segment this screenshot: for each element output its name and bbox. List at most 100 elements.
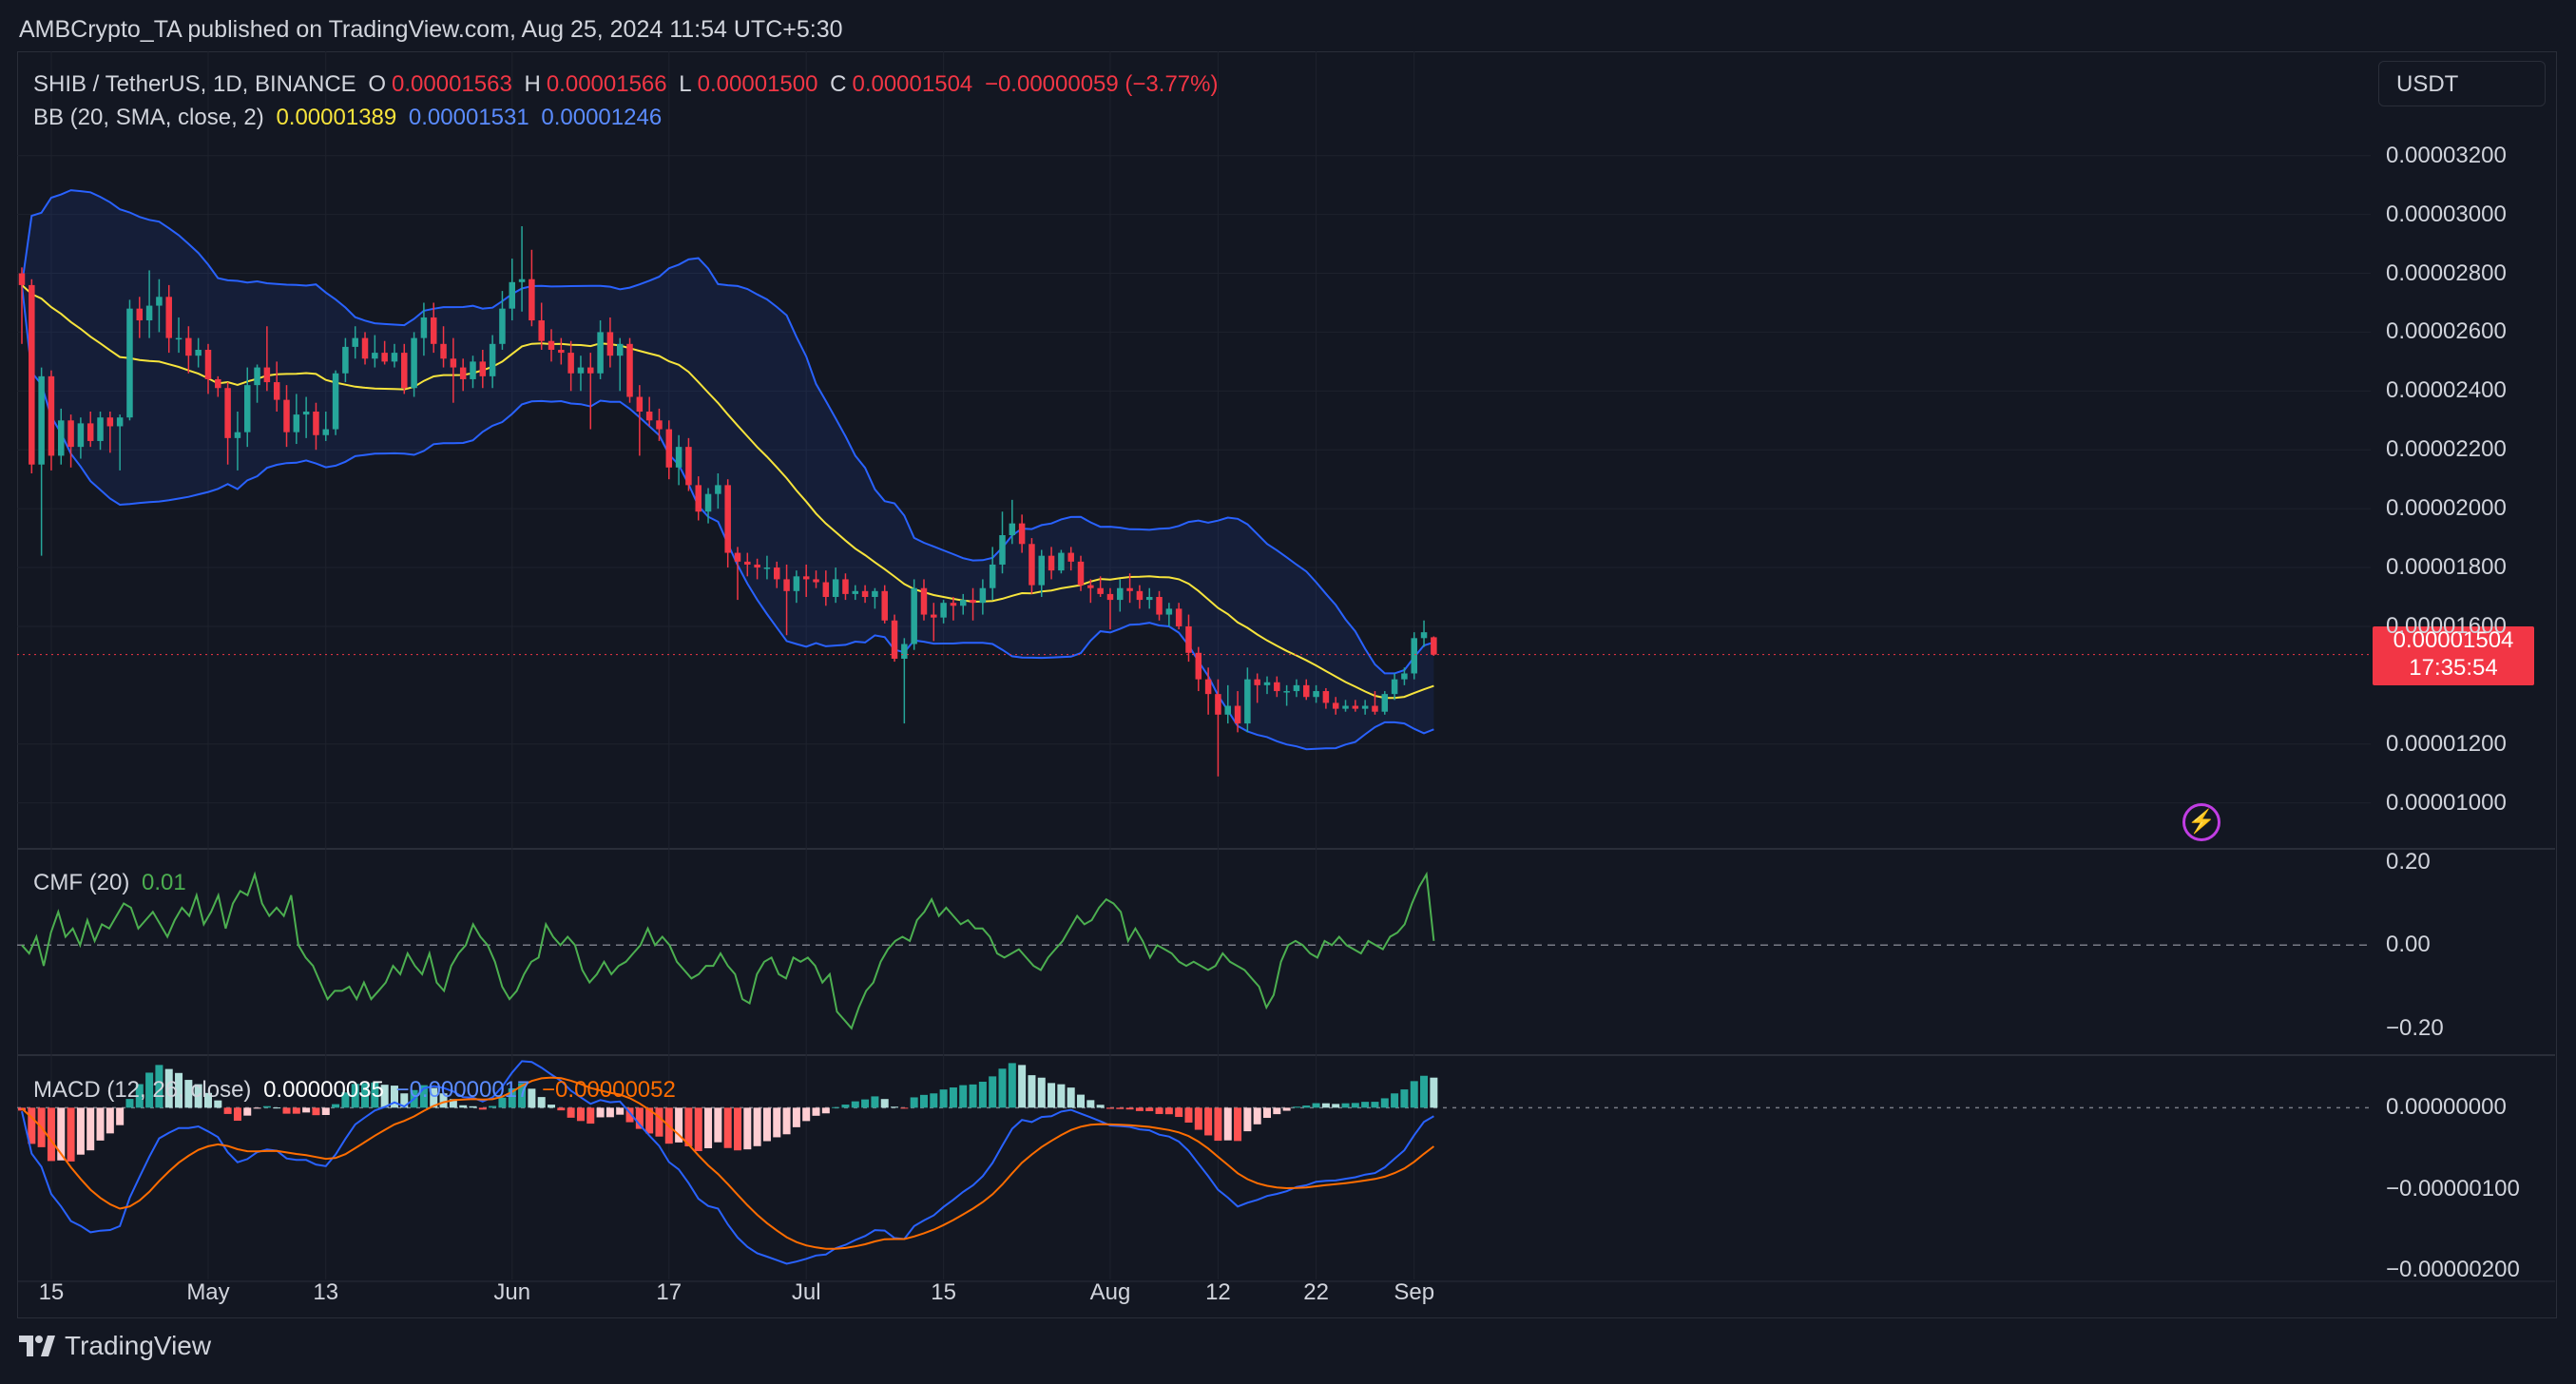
candle[interactable] [577, 356, 585, 392]
candle[interactable] [1038, 549, 1046, 597]
candle[interactable] [156, 279, 163, 333]
candle[interactable] [940, 600, 947, 624]
candle[interactable] [881, 585, 888, 624]
candle[interactable] [283, 385, 290, 448]
candle[interactable] [1048, 547, 1055, 580]
candle[interactable] [263, 326, 271, 392]
candle[interactable] [38, 367, 45, 556]
candle[interactable] [959, 593, 967, 615]
candle[interactable] [1352, 700, 1359, 712]
candle[interactable] [645, 396, 653, 427]
candle[interactable] [1411, 632, 1417, 680]
candle[interactable] [1117, 579, 1124, 612]
candle[interactable] [1234, 691, 1241, 733]
candle[interactable] [1391, 673, 1398, 701]
candle[interactable] [1322, 687, 1330, 709]
candle[interactable] [744, 552, 751, 577]
candle[interactable] [1028, 538, 1035, 594]
candle[interactable] [1381, 691, 1389, 715]
candle[interactable] [1372, 691, 1378, 715]
candle[interactable] [548, 329, 555, 362]
candle[interactable] [783, 564, 790, 636]
candle[interactable] [1293, 679, 1300, 698]
candle[interactable] [1401, 667, 1408, 685]
candle[interactable] [116, 414, 124, 471]
candle[interactable] [1224, 684, 1231, 724]
candle[interactable] [58, 408, 65, 465]
candle[interactable] [175, 317, 183, 354]
currency-selector[interactable]: USDT [2378, 61, 2546, 106]
candle[interactable] [1077, 555, 1085, 591]
candle[interactable] [763, 555, 771, 580]
candle[interactable] [391, 343, 398, 368]
candle[interactable] [361, 332, 369, 365]
candle[interactable] [891, 614, 898, 663]
candle[interactable] [215, 375, 221, 397]
candle[interactable] [606, 317, 614, 368]
candle[interactable] [145, 270, 153, 338]
candle[interactable] [459, 358, 467, 392]
candle[interactable] [332, 370, 339, 435]
candle[interactable] [470, 356, 476, 389]
candle[interactable] [195, 337, 202, 368]
candle[interactable] [499, 291, 506, 350]
candle[interactable] [1165, 603, 1173, 626]
candle[interactable] [97, 412, 104, 451]
candle[interactable] [420, 302, 428, 356]
candle[interactable] [1313, 684, 1319, 703]
candle[interactable] [529, 249, 535, 327]
candle[interactable] [273, 361, 280, 412]
candle[interactable] [1274, 676, 1280, 698]
candle[interactable] [322, 412, 330, 441]
candle[interactable] [616, 337, 624, 392]
candle[interactable] [1018, 514, 1026, 553]
candle[interactable] [1097, 576, 1104, 597]
candle[interactable] [1175, 603, 1182, 630]
candle[interactable] [509, 259, 516, 321]
candle[interactable] [1361, 700, 1369, 715]
candle[interactable] [861, 585, 869, 604]
candle[interactable] [1431, 636, 1437, 656]
candle[interactable] [656, 408, 663, 441]
candle[interactable] [1126, 573, 1133, 604]
candle[interactable] [1195, 646, 1202, 692]
candle[interactable] [293, 394, 300, 445]
candle[interactable] [911, 579, 917, 650]
candle[interactable] [234, 412, 241, 471]
candle[interactable] [852, 585, 859, 601]
candle[interactable] [204, 343, 212, 394]
candle[interactable] [1058, 549, 1065, 574]
candle[interactable] [1254, 673, 1260, 703]
candle[interactable] [126, 299, 133, 421]
candle[interactable] [1342, 700, 1349, 712]
candle[interactable] [1106, 587, 1114, 630]
candle[interactable] [822, 570, 830, 606]
candle[interactable] [185, 326, 192, 374]
candle[interactable] [813, 570, 819, 588]
candle[interactable] [440, 326, 447, 368]
candle[interactable] [224, 382, 231, 465]
candle[interactable] [479, 350, 487, 389]
candle[interactable] [587, 353, 594, 430]
candle[interactable] [411, 332, 417, 397]
candle[interactable] [1244, 667, 1251, 733]
candle[interactable] [597, 320, 604, 379]
candle[interactable] [1283, 684, 1290, 706]
candle[interactable] [754, 558, 760, 580]
candle[interactable] [489, 335, 496, 389]
candle[interactable] [302, 396, 310, 438]
candle[interactable] [558, 337, 565, 365]
candle[interactable] [67, 414, 74, 468]
candle[interactable] [970, 587, 976, 621]
candle[interactable] [1156, 590, 1163, 621]
candle[interactable] [920, 579, 928, 621]
candle[interactable] [1215, 679, 1221, 777]
candle[interactable] [1067, 547, 1074, 571]
candle[interactable] [1420, 620, 1428, 647]
candle[interactable] [979, 579, 987, 615]
candle[interactable] [401, 343, 408, 394]
candle[interactable] [106, 412, 114, 453]
candle[interactable] [518, 226, 526, 312]
candle[interactable] [774, 561, 780, 588]
candle[interactable] [1136, 585, 1144, 609]
